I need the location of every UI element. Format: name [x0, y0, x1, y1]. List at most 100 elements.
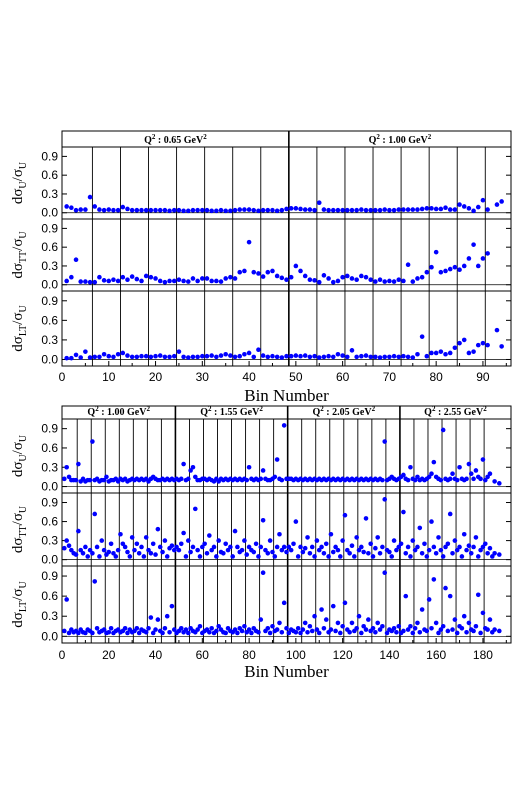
data-point: [356, 547, 362, 553]
data-point: [190, 276, 196, 281]
data-point: [485, 474, 490, 480]
data-point: [288, 274, 294, 280]
data-point: [359, 273, 364, 279]
data-point: [83, 630, 88, 636]
data-point: [452, 617, 458, 622]
data-point: [64, 538, 69, 543]
data-point: [307, 551, 313, 556]
data-point: [209, 547, 214, 553]
data-point: [263, 547, 268, 553]
data-point: [466, 206, 472, 211]
x-tick-label: 40: [149, 648, 163, 662]
data-point: [270, 207, 275, 213]
data-point: [246, 207, 252, 212]
data-point: [281, 544, 287, 550]
data-point: [373, 545, 378, 551]
data-point: [90, 630, 95, 636]
data-point: [373, 207, 378, 213]
data-point: [480, 197, 486, 203]
data-point: [347, 551, 352, 556]
data-point: [195, 278, 200, 284]
top-figure: Q2 : 0.65 GeV2 Q2 : 1.00 GeV20.00.30.60.9…: [10, 130, 512, 405]
data-point: [200, 207, 205, 213]
data-point: [377, 355, 383, 360]
data-point: [111, 207, 116, 213]
data-point: [87, 194, 93, 200]
data-point: [433, 206, 439, 212]
data-point: [139, 207, 144, 213]
data-point: [300, 549, 306, 555]
data-point: [396, 207, 402, 212]
data-point: [279, 275, 285, 281]
data-point: [284, 277, 289, 283]
data-point: [101, 351, 107, 357]
data-point: [415, 474, 420, 480]
data-point: [454, 630, 460, 636]
data-point: [312, 278, 317, 283]
data-point: [424, 353, 430, 359]
data-point: [319, 544, 324, 550]
data-point: [323, 617, 329, 622]
data-point: [457, 544, 462, 550]
data-point: [422, 541, 427, 547]
data-point: [466, 256, 472, 261]
data-point: [485, 627, 490, 632]
data-point: [256, 271, 261, 276]
data-point: [90, 551, 95, 556]
data-point: [286, 544, 292, 550]
data-point: [370, 625, 376, 631]
data-point: [176, 277, 182, 283]
data-point: [429, 471, 434, 476]
data-point: [284, 206, 289, 212]
data-point: [408, 464, 413, 470]
data-point: [349, 207, 355, 213]
data-point: [454, 547, 460, 553]
data-point: [274, 273, 280, 279]
data-point: [134, 354, 140, 360]
data-point: [153, 207, 158, 213]
data-point: [62, 545, 67, 551]
data-point: [373, 279, 378, 284]
data-point: [443, 351, 448, 357]
data-point: [153, 353, 158, 359]
panel-header: Q2 : 2.55 GeV2: [424, 405, 487, 418]
data-point: [401, 628, 406, 634]
data-point: [340, 353, 345, 358]
header-q: Q: [369, 135, 377, 146]
data-point: [494, 202, 500, 207]
header-value: : 0.65 GeV: [155, 135, 204, 146]
data-point: [326, 353, 331, 359]
data-point: [69, 355, 74, 361]
data-point: [340, 207, 345, 213]
data-point: [260, 570, 266, 575]
data-point: [181, 461, 186, 467]
data-point: [466, 543, 472, 548]
data-point: [134, 541, 140, 547]
data-point: [106, 207, 112, 212]
data-point: [202, 541, 207, 547]
data-point: [246, 350, 252, 356]
data-point: [178, 541, 184, 547]
data-point: [204, 276, 210, 281]
data-point: [162, 538, 168, 543]
data-point: [433, 249, 439, 255]
data-point: [382, 279, 388, 284]
data-point: [232, 528, 238, 534]
data-point: [260, 207, 266, 213]
data-point: [244, 477, 250, 483]
data-point: [64, 464, 69, 470]
data-point: [111, 277, 116, 283]
data-point: [146, 547, 151, 553]
data-point: [281, 600, 287, 606]
data-point: [298, 630, 303, 636]
data-point: [412, 625, 418, 631]
data-point: [309, 544, 315, 550]
data-point: [106, 629, 112, 635]
data-point: [214, 554, 219, 559]
data-point: [480, 457, 486, 462]
data-point: [249, 630, 254, 636]
data-point: [401, 207, 406, 212]
x-tick-label: 40: [242, 370, 256, 384]
data-point: [384, 630, 390, 636]
